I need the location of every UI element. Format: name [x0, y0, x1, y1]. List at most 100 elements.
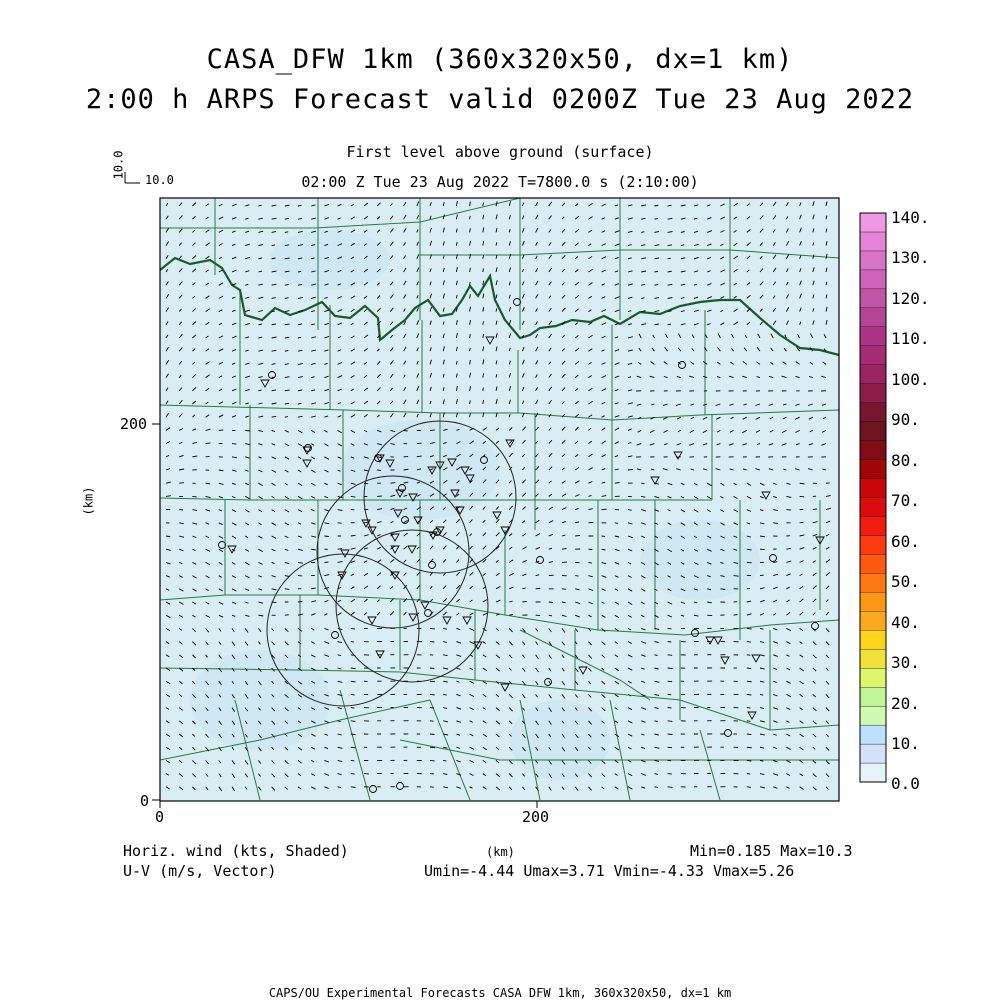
colorbar-bin: [859, 440, 887, 460]
colorbar-bin: [859, 250, 887, 271]
station-triangle: [492, 511, 502, 520]
colorbar-bin: [859, 762, 887, 783]
colorbar-bin: [859, 364, 887, 384]
colorbar-bin: [859, 705, 887, 726]
colorbar-bin: [859, 478, 887, 498]
station-triangle: [408, 493, 418, 502]
colorbar-bin: [859, 307, 887, 327]
station-triangle: [367, 526, 377, 535]
station-circle: [433, 528, 441, 536]
station-circle: [811, 622, 819, 630]
station-triangle: [390, 571, 400, 580]
station-triangle: [227, 545, 237, 554]
station-triangle: [473, 641, 483, 650]
level-label: First level above ground (surface): [346, 143, 654, 161]
station-triangle: [447, 458, 457, 467]
station-triangle: [442, 616, 452, 625]
station-triangle: [435, 526, 445, 535]
station-triangle: [450, 489, 460, 498]
colorbar-label-70: 70.: [891, 491, 920, 510]
title-line-1: CASA_DFW 1km (360x320x50, dx=1 km): [206, 44, 794, 75]
station-triangle: [751, 654, 761, 663]
station-triangle: [367, 616, 377, 625]
ref-vector-x-label: 10.0: [145, 173, 174, 187]
colorbar-label-60: 60.: [891, 532, 920, 551]
station-circle: [396, 782, 404, 790]
colorbar-bin: [859, 383, 887, 403]
station-triangle: [393, 509, 403, 518]
colorbar-label-10: 10.: [891, 734, 920, 753]
colorbar-bin: [859, 535, 887, 555]
y-axis-unit: (km): [81, 486, 96, 516]
time-label: 02:00 Z Tue 23 Aug 2022 T=7800.0 s (2:10…: [301, 173, 699, 191]
ref-vector-arrow: [124, 172, 140, 184]
station-triangle: [713, 636, 723, 645]
station-circle: [544, 678, 552, 686]
colorbar-label-40: 40.: [891, 613, 920, 632]
colorbar-bin: [859, 687, 887, 707]
colorbar-bin: [859, 326, 887, 346]
colorbar-label-20: 20.: [891, 694, 920, 713]
station-circle: [424, 609, 432, 617]
colorbar-bin: [859, 497, 887, 517]
station-triangle: [815, 536, 825, 545]
colorbar-label-0: 0.0: [891, 774, 920, 793]
colorbar-label-110: 110.: [891, 329, 930, 348]
station-triangle: [761, 491, 771, 500]
y-tick-label-200: 200: [120, 415, 148, 433]
station-triangle: [485, 336, 495, 345]
colorbar-bin: [859, 402, 887, 422]
station-triangle: [500, 683, 510, 692]
station-triangle: [428, 531, 438, 540]
station-circle: [369, 785, 377, 793]
colorbar-bin: [859, 231, 887, 252]
station-triangle: [500, 526, 510, 535]
colorbar-bin: [859, 516, 887, 536]
station-triangle: [747, 711, 757, 720]
station-circle: [428, 561, 436, 569]
station-markers: [218, 298, 825, 793]
colorbar-label-130: 130.: [891, 248, 930, 267]
county-boundaries: [159, 197, 840, 801]
station-circle: [480, 456, 488, 464]
wind-vectors: [165, 201, 831, 792]
station-triangle: [340, 549, 350, 558]
stats-uv: Umin=-4.44 Umax=3.71 Vmin=-4.33 Vmax=5.2…: [424, 862, 795, 880]
station-circle: [401, 516, 409, 524]
footer-credit: CAPS/OU Experimental Forecasts CASA DFW …: [268, 986, 732, 1000]
colorbar-bin: [859, 649, 887, 669]
colorbar-bin: [859, 554, 887, 574]
field-label-shaded: Horiz. wind (kts, Shaded): [123, 842, 349, 860]
station-circle: [513, 298, 521, 306]
colorbar-label-140: 140.: [891, 208, 930, 227]
station-circle: [769, 554, 777, 562]
colorbar-bin: [859, 592, 887, 612]
station-triangle: [260, 379, 270, 388]
y-tick-label-0: 0: [140, 792, 150, 810]
station-circle: [398, 484, 406, 492]
station-triangle: [361, 519, 371, 528]
station-triangle: [465, 474, 475, 483]
station-triangle: [650, 476, 660, 485]
station-triangle: [462, 616, 472, 625]
station-circle: [268, 371, 276, 379]
colorbar-label-90: 90.: [891, 410, 920, 429]
colorbar-bin: [859, 668, 887, 688]
station-circle: [536, 556, 544, 564]
colorbar-bin: [859, 724, 887, 745]
colorbar-label-80: 80.: [891, 451, 920, 470]
station-triangle: [435, 461, 445, 470]
colorbar-label-120: 120.: [891, 289, 930, 308]
colorbar-bin: [859, 630, 887, 650]
wind-vector-glyphs: [165, 201, 831, 792]
colorbar-label-50: 50.: [891, 572, 920, 591]
title-line-2: 2:00 h ARPS Forecast valid 0200Z Tue 23 …: [85, 84, 915, 115]
station-triangle: [420, 601, 430, 610]
colorbar-bin: [859, 288, 887, 308]
station-circle: [724, 729, 732, 737]
colorbar-bin: [859, 573, 887, 593]
station-triangle: [408, 613, 418, 622]
station-triangle: [460, 466, 470, 475]
station-triangle: [390, 533, 400, 542]
